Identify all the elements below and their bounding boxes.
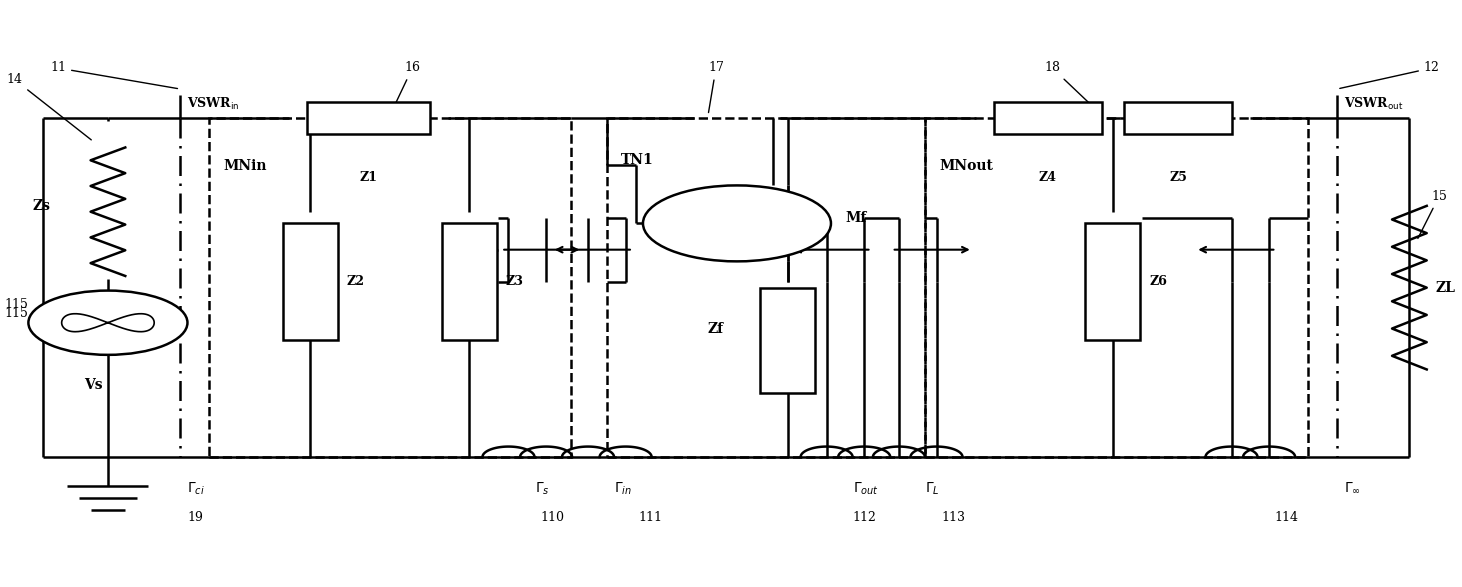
Text: 12: 12 — [1339, 62, 1440, 89]
Text: $\Gamma_{ci}$: $\Gamma_{ci}$ — [187, 480, 205, 497]
Text: Z1: Z1 — [360, 171, 377, 184]
Bar — [284, 224, 338, 340]
Text: Z6: Z6 — [1149, 275, 1167, 288]
Bar — [925, 118, 1308, 457]
Text: ZL: ZL — [1436, 281, 1455, 295]
Text: 11: 11 — [50, 62, 177, 89]
Text: Zf: Zf — [708, 322, 724, 336]
Text: 113: 113 — [942, 511, 966, 524]
Circle shape — [28, 291, 187, 355]
Text: TN1: TN1 — [621, 153, 654, 167]
Bar — [994, 102, 1102, 134]
Text: 19: 19 — [187, 511, 203, 524]
Bar — [607, 118, 925, 457]
Bar — [1085, 224, 1140, 340]
Text: Z3: Z3 — [506, 275, 523, 288]
Text: $\Gamma_{\infty}$: $\Gamma_{\infty}$ — [1345, 481, 1361, 495]
Text: 17: 17 — [708, 62, 724, 113]
Text: 18: 18 — [1044, 62, 1099, 113]
Bar — [442, 224, 497, 340]
Text: Vs: Vs — [85, 378, 102, 392]
Text: 115: 115 — [4, 307, 28, 320]
Bar — [209, 118, 570, 457]
Text: 112: 112 — [852, 511, 877, 524]
Text: VSWR$_{\rm out}$: VSWR$_{\rm out}$ — [1345, 96, 1404, 112]
Text: 114: 114 — [1275, 511, 1298, 524]
Text: Z2: Z2 — [346, 275, 364, 288]
Circle shape — [643, 185, 830, 261]
Bar — [1124, 102, 1232, 134]
Text: Zs: Zs — [32, 199, 50, 213]
Text: 15: 15 — [1418, 190, 1447, 238]
Text: Mf: Mf — [845, 211, 867, 225]
Text: 111: 111 — [639, 511, 662, 524]
Bar — [307, 102, 430, 134]
Text: 115: 115 — [4, 298, 28, 311]
Text: $\Gamma_L$: $\Gamma_L$ — [925, 480, 940, 497]
Text: $\Gamma_{out}$: $\Gamma_{out}$ — [852, 480, 879, 497]
Text: 14: 14 — [7, 73, 91, 140]
Text: 110: 110 — [541, 511, 564, 524]
Text: VSWR$_{\rm in}$: VSWR$_{\rm in}$ — [187, 96, 240, 112]
Text: $\Gamma_{in}$: $\Gamma_{in}$ — [614, 480, 632, 497]
Text: Z5: Z5 — [1170, 171, 1187, 184]
Text: $\Gamma_s$: $\Gamma_s$ — [535, 480, 550, 497]
Bar — [760, 288, 814, 393]
Text: Z4: Z4 — [1039, 171, 1057, 184]
Text: MNout: MNout — [940, 159, 993, 173]
Text: MNin: MNin — [224, 159, 268, 173]
Text: 16: 16 — [392, 62, 421, 113]
